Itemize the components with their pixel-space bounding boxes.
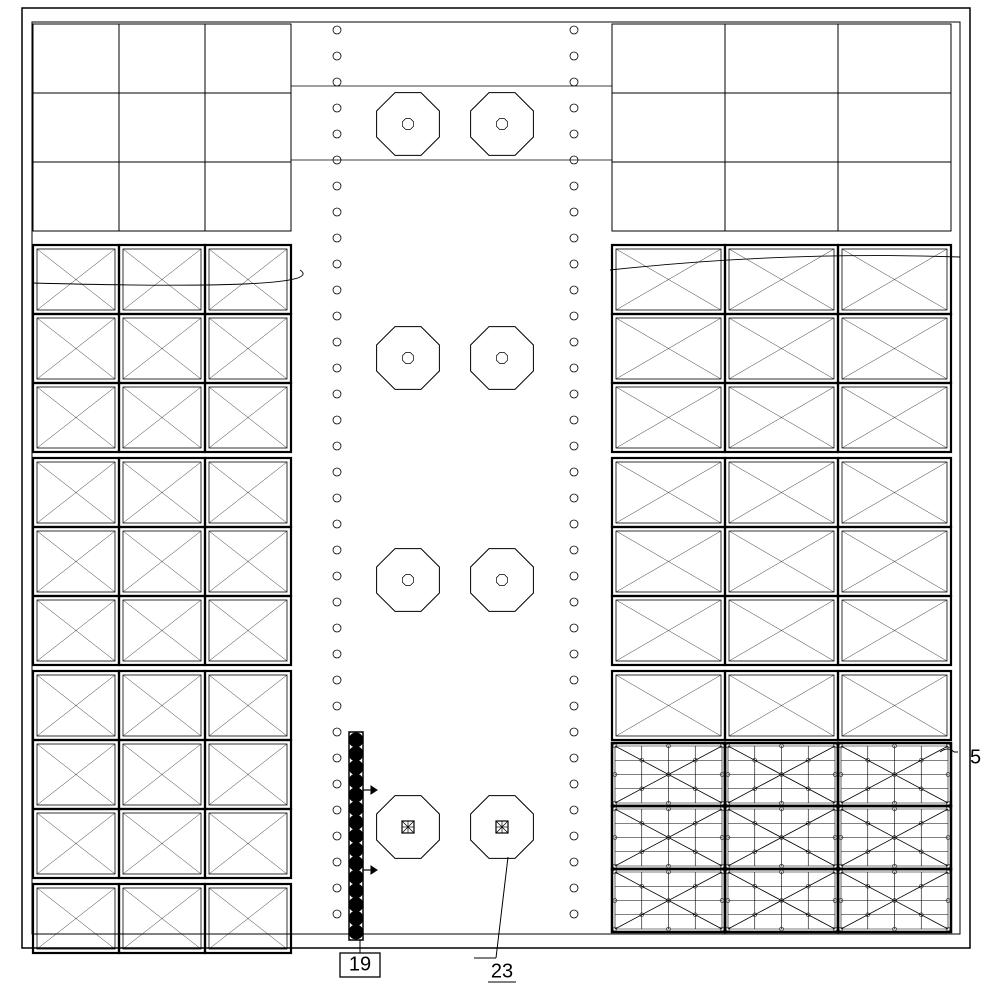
svg-text:19: 19 bbox=[349, 953, 371, 975]
diagram-root: 19 23 5 bbox=[0, 0, 981, 1000]
svg-text:23: 23 bbox=[491, 960, 513, 982]
right-dense-grid bbox=[612, 743, 951, 932]
svg-text:5: 5 bbox=[970, 746, 981, 768]
